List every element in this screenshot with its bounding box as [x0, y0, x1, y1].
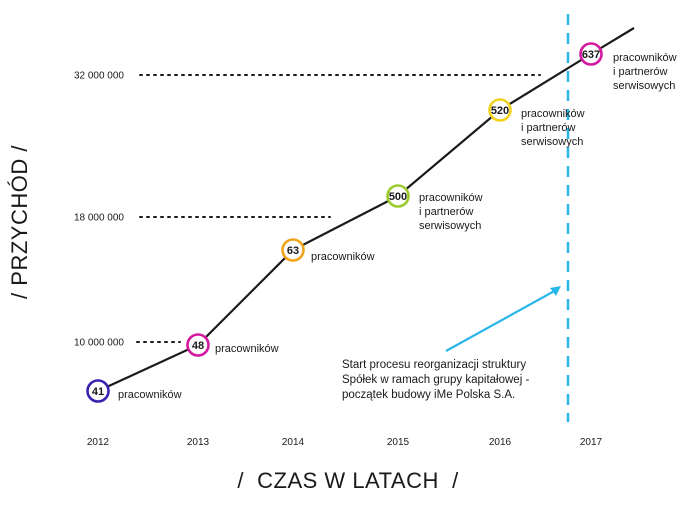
- series-line: [97, 27, 635, 392]
- x-axis-title: / CZAS W LATACH /: [237, 468, 459, 493]
- point-label: serwisowych: [613, 80, 675, 92]
- x-tick-label: 2015: [387, 437, 410, 448]
- annotation-line: Start procesu reorganizacji struktury: [342, 359, 526, 371]
- point-value: 500: [389, 191, 407, 203]
- point-marker: [488, 98, 512, 122]
- y-tick-label: 10 000 000: [74, 338, 124, 349]
- data-point: 48 pracowników: [186, 333, 279, 357]
- point-marker: [86, 379, 110, 403]
- y-axis-title: / PRZYCHÓD /: [7, 145, 32, 299]
- x-tick-labels: 2012 2013 2014 2015 2016 2017: [87, 437, 603, 448]
- point-label: pracowników: [118, 389, 182, 401]
- y-tick-labels: 32 000 000 18 000 000 10 000 000: [74, 71, 124, 349]
- annotation-line: początek budowy iMe Polska S.A.: [342, 389, 515, 401]
- point-value: 63: [287, 245, 299, 257]
- data-point: 63 pracowników: [281, 238, 375, 263]
- point-marker: [281, 238, 305, 262]
- annotation-arrow: [445, 288, 559, 352]
- annotation-arrow-head: [550, 286, 561, 296]
- data-point: 41 pracowników: [86, 379, 182, 403]
- y-tick-label: 32 000 000: [74, 71, 124, 82]
- point-label: i partnerów: [419, 206, 473, 218]
- x-tick-label: 2016: [489, 437, 512, 448]
- point-label: i partnerów: [521, 122, 575, 134]
- point-marker: [186, 333, 210, 357]
- data-point: 500 pracowników i partnerów serwisowych: [386, 184, 483, 232]
- data-point: 520 pracowników i partnerów serwisowych: [488, 98, 585, 148]
- point-label: pracowników: [419, 192, 483, 204]
- x-tick-label: 2012: [87, 437, 110, 448]
- reference-dotted-lines: [136, 74, 541, 343]
- data-point: 637 pracowników i partnerów serwisowych: [579, 42, 677, 92]
- x-tick-label: 2014: [282, 437, 305, 448]
- point-label: pracowników: [521, 108, 585, 120]
- point-label: pracowników: [613, 52, 677, 64]
- annotation-line: Spółek w ramach grupy kapitałowej -: [342, 374, 529, 386]
- point-value: 637: [582, 49, 600, 61]
- x-tick-label: 2017: [580, 437, 603, 448]
- point-label: i partnerów: [613, 66, 667, 78]
- x-tick-label: 2013: [187, 437, 210, 448]
- point-label: pracowników: [311, 251, 375, 263]
- point-value: 520: [491, 105, 509, 117]
- point-marker: [579, 42, 603, 66]
- annotation-group: Start procesu reorganizacji struktury Spó…: [342, 14, 570, 422]
- point-marker: [386, 184, 410, 208]
- annotation-text: Start procesu reorganizacji struktury Spó…: [342, 359, 529, 401]
- point-value: 48: [192, 340, 204, 352]
- y-tick-label: 18 000 000: [74, 213, 124, 224]
- point-value: 41: [92, 386, 104, 398]
- point-label: pracowników: [215, 343, 279, 355]
- point-label: serwisowych: [521, 136, 583, 148]
- point-label: serwisowych: [419, 220, 481, 232]
